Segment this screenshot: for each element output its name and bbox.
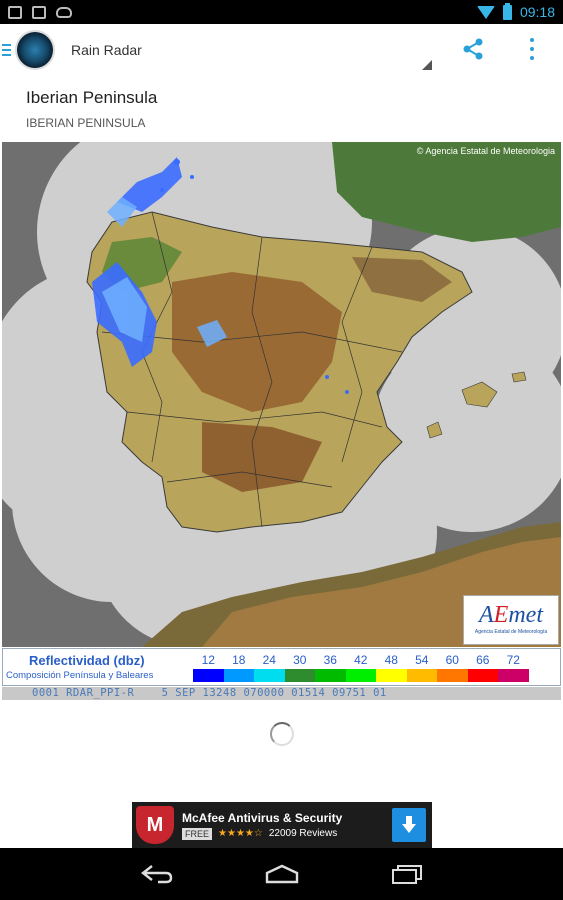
legend-scale-swatch xyxy=(315,669,346,682)
legend-scale-label: 60 xyxy=(445,653,459,667)
home-icon[interactable] xyxy=(264,864,300,884)
wifi-icon xyxy=(476,5,495,19)
legend-scale-label: 54 xyxy=(415,653,429,667)
aemet-logo-text: AEmet xyxy=(479,602,543,628)
battery-charging-icon xyxy=(502,2,512,20)
legend-scale-label: 12 xyxy=(201,653,215,667)
app-title[interactable]: Rain Radar xyxy=(71,42,142,58)
legend-scale-swatch xyxy=(345,669,376,682)
ad-stars: ★★★★☆ xyxy=(218,828,263,839)
status-left-icons xyxy=(8,5,72,19)
ad-text: McAfee Antivirus & Security FREE ★★★★☆ 2… xyxy=(182,811,342,840)
ad-title: McAfee Antivirus & Security xyxy=(182,810,343,825)
legend-scale-swatch xyxy=(467,669,498,682)
legend-subtitle: Composición Península y Baleares xyxy=(6,670,154,681)
dropdown-arrow-icon[interactable] xyxy=(422,60,432,70)
ad-rating-row: FREE ★★★★☆ 22009 Reviews xyxy=(182,827,342,840)
radar-info-strip: 0001 RDAR_PPI-R 5 SEP 13248 070000 01514… xyxy=(2,687,561,700)
radar-map[interactable]: © Agencia Estatal de Meteorologia AEmet … xyxy=(2,142,561,647)
legend-scale-swatch xyxy=(193,669,224,682)
ad-free-badge: FREE xyxy=(182,827,213,840)
legend-scale-swatch xyxy=(376,669,407,682)
legend-scale-swatch xyxy=(284,669,315,682)
legend-scale-label: 30 xyxy=(293,653,307,667)
legend-scale-swatch xyxy=(223,669,254,682)
legend-scale-label: 18 xyxy=(232,653,246,667)
back-icon[interactable] xyxy=(140,864,174,884)
download-arrow-icon xyxy=(402,816,416,833)
map-copyright: © Agencia Estatal de Meteorologia xyxy=(416,146,555,156)
sd-card-icon xyxy=(32,5,46,19)
legend-scale-label: 24 xyxy=(262,653,276,667)
ad-download-button[interactable] xyxy=(392,808,426,842)
legend-scale-label: 66 xyxy=(476,653,490,667)
legend-scale-label: 36 xyxy=(323,653,337,667)
reflectivity-legend: Reflectividad (dbz) Composición Penínsul… xyxy=(2,648,561,686)
legend-scale-colors xyxy=(193,669,559,682)
overflow-menu-icon[interactable] xyxy=(528,38,536,60)
navigation-bar xyxy=(0,848,563,900)
status-clock: 09:18 xyxy=(519,4,555,20)
legend-scale-label: 72 xyxy=(506,653,520,667)
legend-scale-label: 48 xyxy=(384,653,398,667)
game-controller-icon xyxy=(56,6,72,18)
region-title: Iberian Peninsula xyxy=(26,88,158,107)
drawer-menu-icon[interactable] xyxy=(2,41,11,59)
status-bar: 09:18 xyxy=(0,0,563,24)
legend-scale: 12 18 24 30 36 42 48 54 60 66 72 xyxy=(193,653,559,682)
legend-title: Reflectividad (dbz) xyxy=(29,653,145,668)
legend-scale-swatch xyxy=(254,669,285,682)
legend-scale-swatch xyxy=(437,669,468,682)
region-subtitle: IBERIAN PENINSULA xyxy=(26,116,146,130)
legend-scale-swatch xyxy=(498,669,529,682)
ad-banner[interactable]: M McAfee Antivirus & Security FREE ★★★★☆… xyxy=(132,802,432,848)
app-logo-icon[interactable] xyxy=(15,30,55,70)
radar-map-graphic xyxy=(2,142,561,647)
mcafee-shield-icon: M xyxy=(136,806,174,844)
legend-scale-label: 42 xyxy=(354,653,368,667)
legend-scale-labels: 12 18 24 30 36 42 48 54 60 66 72 xyxy=(193,653,559,667)
share-icon[interactable] xyxy=(462,38,484,60)
status-right-icons: 09:18 xyxy=(476,2,555,20)
picture-icon xyxy=(8,5,22,19)
recent-apps-icon[interactable] xyxy=(390,864,424,884)
legend-scale-swatch xyxy=(406,669,437,682)
ad-reviews: 22009 Reviews xyxy=(268,828,338,839)
loading-spinner-icon xyxy=(270,722,294,746)
aemet-logo-caption: Agencia Estatal de Meteorología xyxy=(474,629,548,635)
action-bar: Rain Radar xyxy=(0,24,563,76)
aemet-logo: AEmet Agencia Estatal de Meteorología xyxy=(463,595,559,645)
